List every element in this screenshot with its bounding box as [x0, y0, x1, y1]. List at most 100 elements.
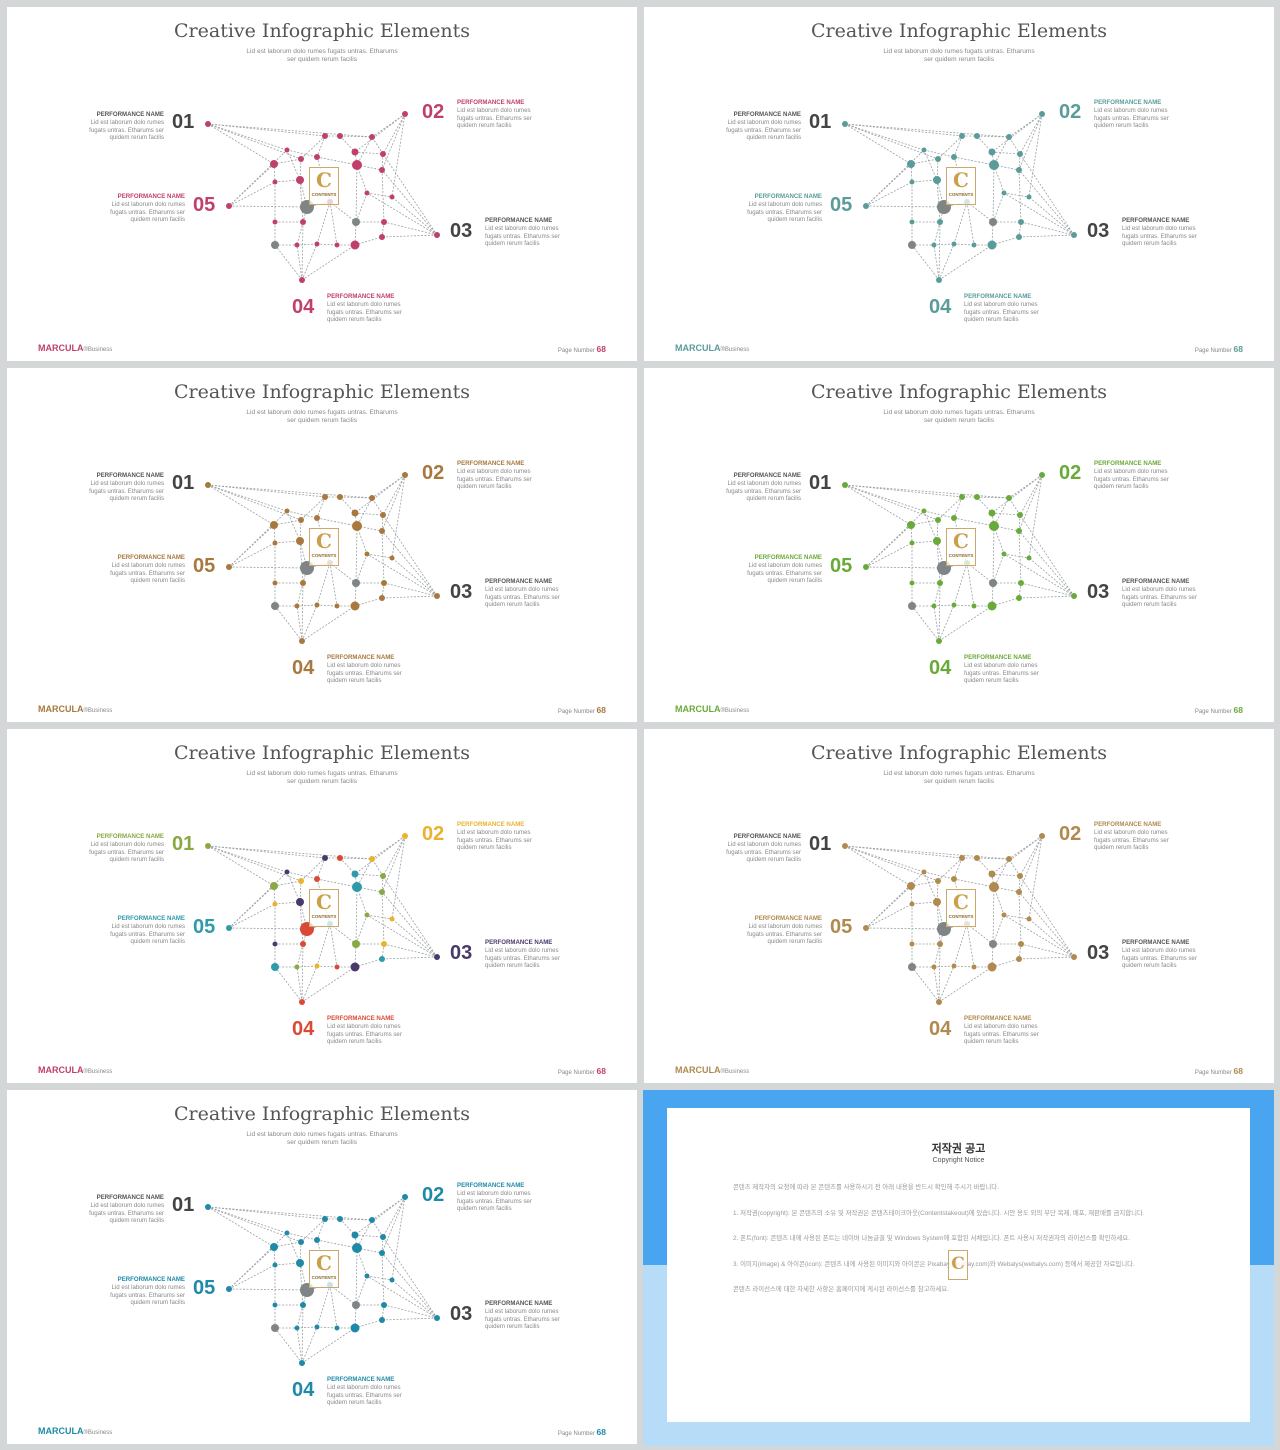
network-node [1071, 232, 1077, 238]
performance-name: PERFORMANCE NAME [964, 1015, 1032, 1022]
network-node [989, 160, 999, 170]
network-edge [992, 164, 995, 223]
brand-suffix: ®Business [720, 1069, 750, 1075]
network-edge [991, 958, 1020, 968]
notice-font-paragraph: 2. 폰트(font): 콘텐츠 내에 사용된 폰트는 네이버 나눔글꼴 및 W… [733, 1235, 1130, 1242]
network-edge [274, 901, 301, 905]
step-desc: fugats untras. Etharums ser [327, 669, 402, 677]
step-desc: quidem rerum facilis [485, 1323, 540, 1331]
network-edge [391, 474, 406, 559]
network-edge [339, 1218, 373, 1221]
network-node [931, 242, 937, 248]
network-edge [371, 1219, 384, 1238]
brand-suffix: ®Business [720, 708, 750, 714]
network-edge [966, 201, 975, 246]
network-edge [228, 524, 275, 568]
network-edge [1019, 835, 1043, 877]
network-node [294, 964, 300, 970]
performance-name: PERFORMANCE NAME [96, 1194, 164, 1201]
network-node [205, 843, 211, 849]
network-edge [923, 510, 955, 519]
network-diagram [205, 1194, 440, 1366]
brand-name: MARCULA [38, 1065, 84, 1075]
subtitle-line: Lid est laborum dolo rumes fugats untras… [246, 409, 398, 416]
step-label: PERFORMANCE NAME Lid est laborum dolo rum… [93, 1276, 185, 1307]
step-desc: Lid est laborum dolo rumes [457, 1189, 531, 1197]
network-edge [296, 243, 318, 246]
network-node [271, 241, 279, 249]
network-node [959, 855, 965, 861]
step-desc: fugats untras. Etharums ser [457, 1197, 532, 1205]
page-label: Page Number [557, 1431, 595, 1437]
network-edge [1003, 553, 1030, 559]
step-label: PERFORMANCE NAME Lid est laborum dolo rum… [457, 99, 549, 130]
step-desc: Lid est laborum dolo rumes [1094, 828, 1168, 836]
network-node [951, 876, 957, 882]
network-edge [274, 966, 303, 1003]
step-desc: quidem rerum facilis [457, 122, 512, 130]
network-node [959, 494, 965, 500]
network-edge [1028, 918, 1075, 958]
network-edge [299, 901, 308, 930]
step-number: 04 [929, 657, 952, 679]
network-node [322, 494, 328, 500]
step-number: 03 [450, 220, 473, 242]
network-node [921, 869, 927, 875]
network-edge [371, 858, 384, 877]
performance-name: PERFORMANCE NAME [1094, 99, 1162, 106]
slide-title: Creative Infographic Elements [811, 20, 1107, 42]
network-node [402, 833, 408, 839]
network-edge [316, 1326, 338, 1329]
step-desc: fugats untras. Etharums ser [726, 848, 801, 856]
brand-logo: MARCULA®Business [675, 343, 749, 353]
center-logo: C CONTENTS [309, 167, 339, 205]
step-label: PERFORMANCE NAME Lid est laborum dolo rum… [327, 654, 419, 685]
step-number: 05 [193, 194, 216, 216]
network-node [350, 601, 360, 611]
step-desc: quidem rerum facilis [109, 1217, 164, 1225]
network-edge [316, 562, 331, 606]
performance-name: PERFORMANCE NAME [485, 578, 553, 585]
network-edge [316, 496, 326, 519]
step-label: PERFORMANCE NAME Lid est laborum dolo rum… [457, 821, 549, 852]
network-edge [228, 510, 288, 568]
network-node [270, 882, 278, 890]
performance-name: PERFORMANCE NAME [485, 1300, 553, 1307]
network-edge [273, 524, 276, 544]
network-node [380, 1234, 386, 1240]
network-edge [301, 605, 356, 642]
performance-name: PERFORMANCE NAME [485, 217, 553, 224]
network-edge [299, 540, 304, 584]
network-edge [865, 542, 913, 568]
step-desc: fugats untras. Etharums ser [747, 208, 822, 216]
page-number: Page Number 68 [1195, 344, 1243, 354]
logo-glyph: C [953, 168, 969, 192]
step-desc: quidem rerum facilis [457, 483, 512, 491]
network-edge [381, 1317, 438, 1321]
page-number-value: 68 [596, 705, 606, 715]
slide-title: Creative Infographic Elements [174, 742, 470, 764]
network-edge [1018, 530, 1075, 597]
network-node [987, 601, 997, 611]
step-number: 02 [422, 462, 445, 484]
step-number: 01 [809, 111, 832, 133]
network-edge [1028, 835, 1043, 920]
network-node [908, 963, 916, 971]
network-edge [381, 1236, 384, 1254]
page-number: Page Number 68 [558, 1066, 606, 1076]
network-edge [910, 163, 913, 183]
network-edge [1008, 835, 1043, 860]
network-node [971, 603, 977, 609]
network-node [272, 1302, 278, 1308]
step-desc: quidem rerum facilis [327, 316, 382, 324]
network-node [937, 219, 943, 225]
network-edge [273, 880, 302, 887]
network-edge [301, 582, 304, 642]
network-edge [355, 525, 358, 584]
step-number: 05 [830, 555, 853, 577]
network-node [1017, 151, 1023, 157]
step-desc: fugats untras. Etharums ser [110, 930, 185, 938]
network-edge [300, 135, 326, 160]
network-edge [910, 158, 939, 165]
subtitle-line: Lid est laborum dolo rumes fugats untras… [246, 770, 398, 777]
